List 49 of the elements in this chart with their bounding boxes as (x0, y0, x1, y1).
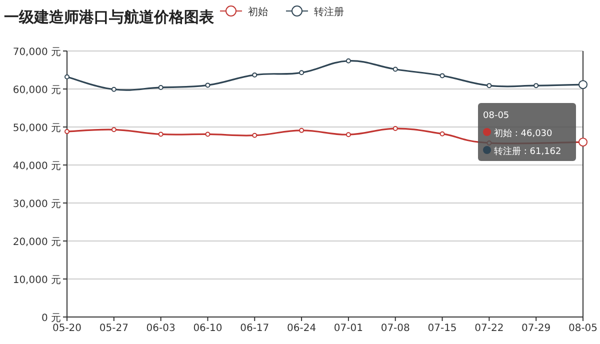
y-tick-label: 70,000 元 (12, 47, 61, 58)
point (205, 82, 210, 88)
point (392, 126, 398, 132)
tooltip: 08-05 初始 : 46,030 转注册 : 61,162 (478, 103, 576, 161)
x-tick-label: 07-01 (334, 323, 363, 334)
point (440, 73, 445, 78)
point (252, 132, 258, 138)
x-tick-label: 06-17 (240, 323, 270, 334)
legend-初始: 初始 (220, 6, 268, 18)
point (392, 66, 398, 72)
chart-title: 一级建造师港口与航道价格图表 (4, 8, 215, 26)
x-tick-label: 05-20 (52, 323, 82, 334)
x-tick-label: 06-10 (193, 323, 222, 334)
x-tick-label: 06-24 (287, 323, 316, 334)
point (346, 132, 351, 138)
y-tick-label: 30,000 元 (12, 199, 61, 210)
x-tick-label: 06-03 (146, 323, 176, 334)
y-tick-label: 60,000 元 (12, 85, 61, 96)
y-tick-label: 50,000 元 (12, 123, 61, 134)
point (158, 84, 164, 90)
legend-转注册: 转注册 (286, 6, 344, 18)
legend-label: 转注册 (314, 6, 344, 18)
point (111, 86, 116, 92)
point (346, 58, 351, 64)
legend-label: 初始 (248, 6, 268, 18)
annotation: 初始 : 46,030 (494, 128, 553, 139)
point (299, 128, 304, 133)
point (64, 129, 70, 134)
point (299, 70, 304, 76)
point (486, 83, 492, 88)
x-tick-label: 07-29 (522, 323, 551, 334)
x-tick-label: 07-15 (428, 323, 457, 334)
point (64, 74, 70, 80)
y-tick-label: 10,000 元 (12, 275, 61, 286)
point (111, 127, 116, 132)
point (205, 132, 210, 137)
x-tick-label: 05-27 (99, 323, 128, 334)
y-tick-label: 0 元 (41, 313, 61, 324)
point (534, 83, 539, 88)
point (440, 131, 445, 136)
annotation: 转注册 : 61,162 (494, 146, 562, 157)
annotation: 08-05 (483, 111, 510, 121)
x-tick-label: 08-05 (568, 323, 598, 334)
y-tick-label: 20,000 元 (12, 237, 61, 248)
x-tick-label: 07-22 (474, 323, 504, 334)
y-tick-label: 40,000 元 (12, 161, 61, 172)
point (158, 132, 164, 137)
point (252, 72, 258, 78)
x-tick-label: 07-08 (380, 323, 410, 334)
